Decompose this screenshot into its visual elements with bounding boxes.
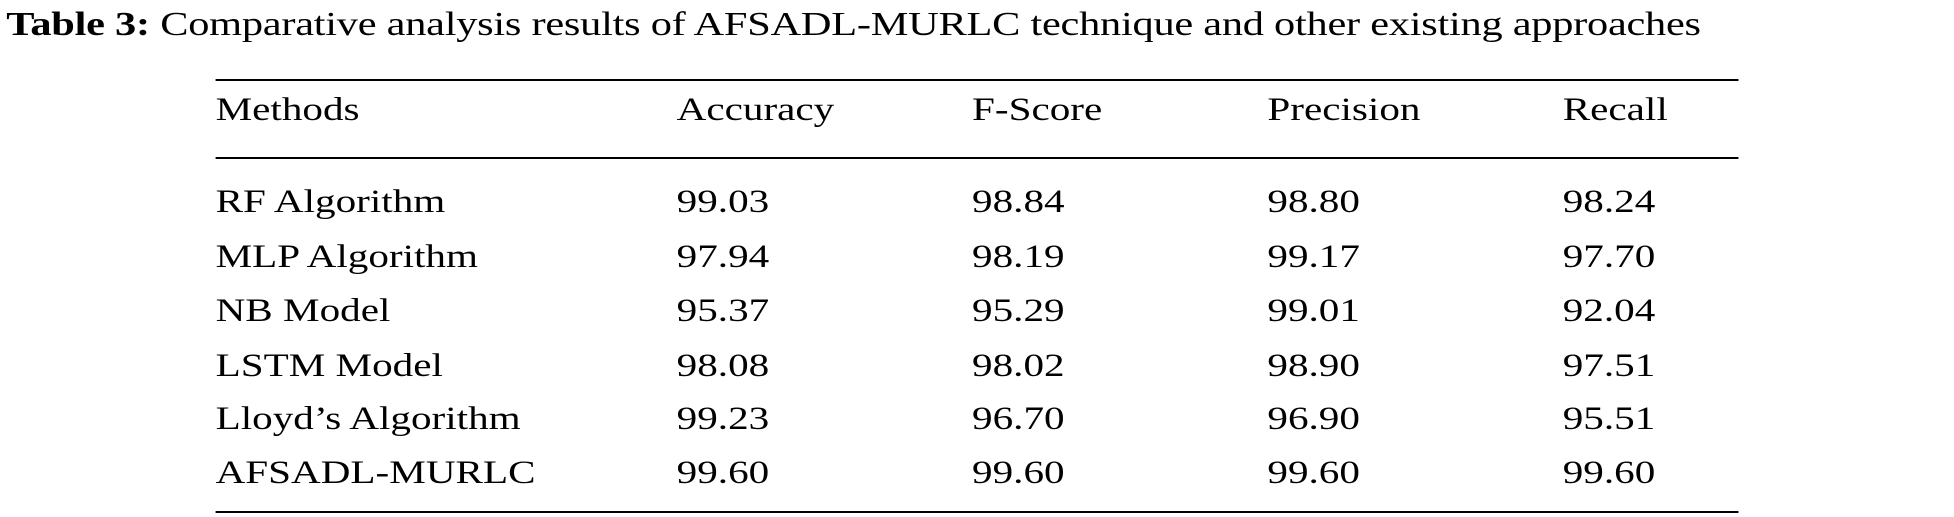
table-cell: 95.37 <box>676 293 770 329</box>
row-method-cell: LSTM Model <box>215 348 443 384</box>
table-cell: 96.90 <box>1267 401 1360 437</box>
table-cell: 98.02 <box>972 348 1065 384</box>
row-method-cell: RF Algorithm <box>215 184 446 220</box>
table-cell: 97.94 <box>676 239 770 275</box>
table-cell: 99.23 <box>676 401 770 437</box>
table-cell: 92.04 <box>1562 293 1656 329</box>
table-cell: 99.60 <box>972 455 1065 491</box>
table-cell: 98.84 <box>972 184 1065 220</box>
header-rule <box>215 157 1739 159</box>
row-method-cell: Lloyd’s Algorithm <box>215 401 521 437</box>
table-cell: 95.29 <box>972 293 1065 329</box>
table-cell: 98.19 <box>972 239 1065 275</box>
table-cell: 99.60 <box>1267 455 1360 491</box>
column-header: Recall <box>1562 92 1668 128</box>
row-method-cell: AFSADL-MURLC <box>215 455 536 491</box>
column-header: Precision <box>1267 92 1421 128</box>
column-header: Accuracy <box>676 92 835 128</box>
column-header: F-Score <box>972 92 1103 128</box>
caption-text: Comparative analysis results of AFSADL-M… <box>160 6 1701 43</box>
table-cell: 98.90 <box>1267 348 1360 384</box>
table-cell: 96.70 <box>972 401 1065 437</box>
table-cell: 99.17 <box>1267 239 1360 275</box>
table-caption: Table 3: Comparative analysis results of… <box>6 6 1701 44</box>
top-rule <box>215 79 1739 81</box>
table-cell: 99.03 <box>676 184 770 220</box>
caption-label: Table 3: <box>6 6 150 43</box>
table-cell: 98.80 <box>1267 184 1360 220</box>
row-method-cell: MLP Algorithm <box>215 239 478 275</box>
table-cell: 98.24 <box>1562 184 1656 220</box>
table-cell: 98.08 <box>676 348 770 384</box>
table-cell: 99.01 <box>1267 293 1360 329</box>
table-cell: 95.51 <box>1562 401 1656 437</box>
table-cell: 97.51 <box>1562 348 1656 384</box>
table-cell: 99.60 <box>676 455 770 491</box>
bottom-rule <box>215 511 1739 513</box>
column-header: Methods <box>215 92 360 128</box>
row-method-cell: NB Model <box>215 293 391 329</box>
table-cell: 99.60 <box>1562 455 1656 491</box>
table-cell: 97.70 <box>1562 239 1656 275</box>
